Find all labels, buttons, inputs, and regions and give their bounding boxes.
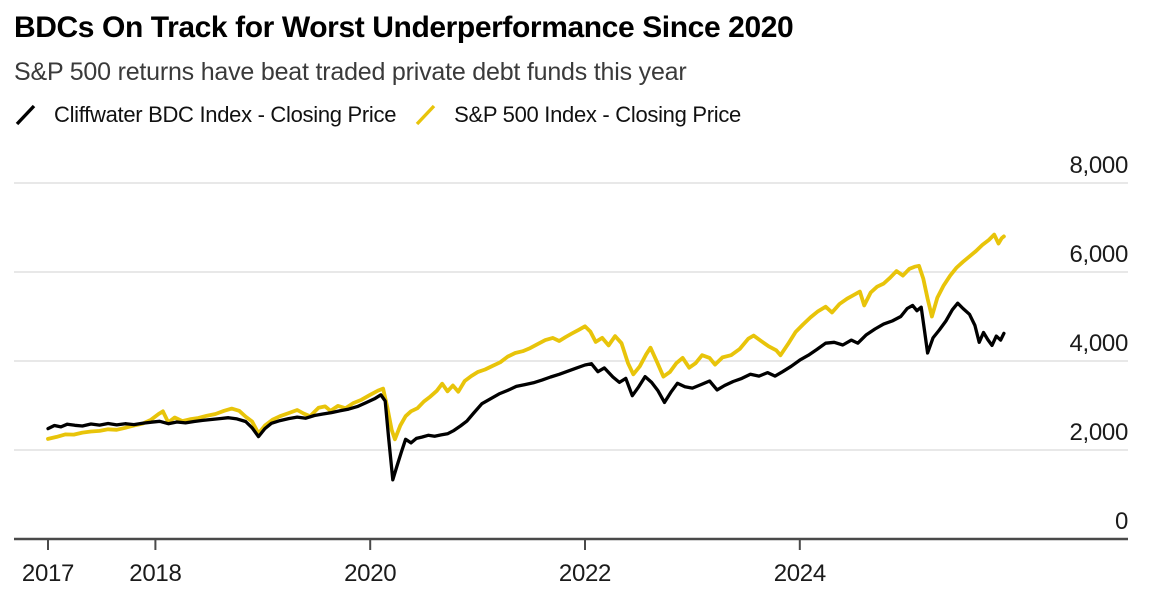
series-line-sp500	[46, 232, 1006, 442]
series-line-cliffwater-bdc	[46, 301, 1006, 482]
y-axis-label: 0	[1115, 508, 1128, 535]
chart-title: BDCs On Track for Worst Underperformance…	[14, 11, 794, 44]
chart-canvas: 0 2,000 4,000 6,000 8,000 2017 2018 2020 2022 202…	[14, 152, 1128, 587]
x-axis-label: 2022	[559, 560, 611, 587]
y-axis-label: 8,000	[1069, 152, 1128, 179]
chart-subtitle: S&P 500 returns have beat traded private…	[14, 58, 687, 86]
y-axis-label: 2,000	[1069, 419, 1128, 446]
chart-area: 0 2,000 4,000 6,000 8,000 2017 2018 2020 2022 202…	[0, 140, 1154, 616]
yellow-slash-icon	[415, 104, 436, 126]
x-axis-label: 2018	[129, 560, 181, 587]
y-axis-label: 4,000	[1069, 330, 1128, 357]
legend-label-cliffwater: Cliffwater BDC Index - Closing Price	[54, 102, 397, 127]
x-axis-label: 2024	[774, 560, 826, 587]
black-slash-icon	[15, 104, 36, 126]
legend-item-cliffwater: Cliffwater BDC Index - Closing Price	[14, 102, 396, 128]
legend-label-sp500: S&P 500 Index - Closing Price	[454, 102, 741, 127]
x-axis-label: 2017	[22, 560, 74, 587]
y-axis-label: 6,000	[1069, 241, 1128, 268]
x-axis-label: 2020	[344, 560, 396, 587]
legend-item-sp500: S&P 500 Index - Closing Price	[414, 102, 741, 128]
chart-legend: Cliffwater BDC Index - Closing Price S&P…	[14, 101, 741, 129]
